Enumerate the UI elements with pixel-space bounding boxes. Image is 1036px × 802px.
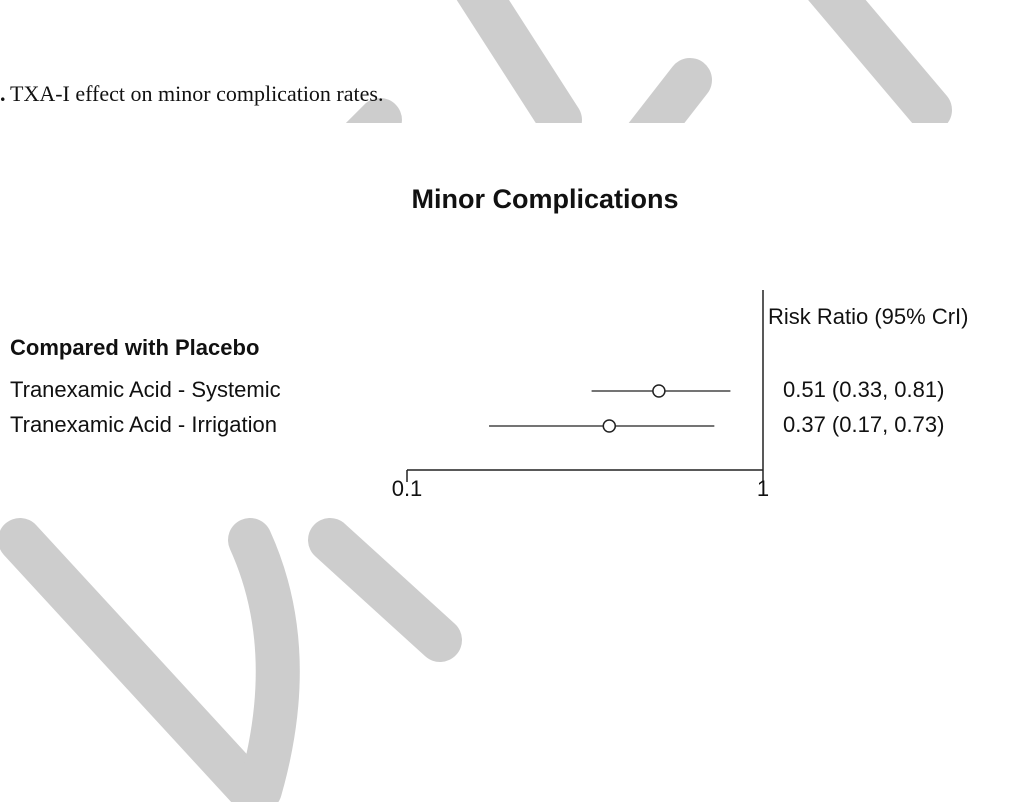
point-estimate <box>602 419 617 433</box>
caption: TXA-I effect on minor complication rates… <box>10 81 383 106</box>
row-label: Tranexamic Acid - Systemic <box>10 377 281 402</box>
row-label: Tranexamic Acid - Irrigation <box>10 412 277 437</box>
watermark <box>0 0 952 802</box>
x-tick-label: 0.1 <box>392 476 423 501</box>
point-estimate <box>652 384 666 398</box>
chart-title: Minor Complications <box>411 184 678 214</box>
group-label: Compared with Placebo <box>10 335 259 360</box>
caption-mark: . <box>0 81 6 106</box>
value-label: 0.37 (0.17, 0.73) <box>783 412 944 437</box>
x-tick-label: 1 <box>757 476 769 501</box>
column-header: Risk Ratio (95% CrI) <box>768 304 968 329</box>
value-label: 0.51 (0.33, 0.81) <box>783 377 944 402</box>
